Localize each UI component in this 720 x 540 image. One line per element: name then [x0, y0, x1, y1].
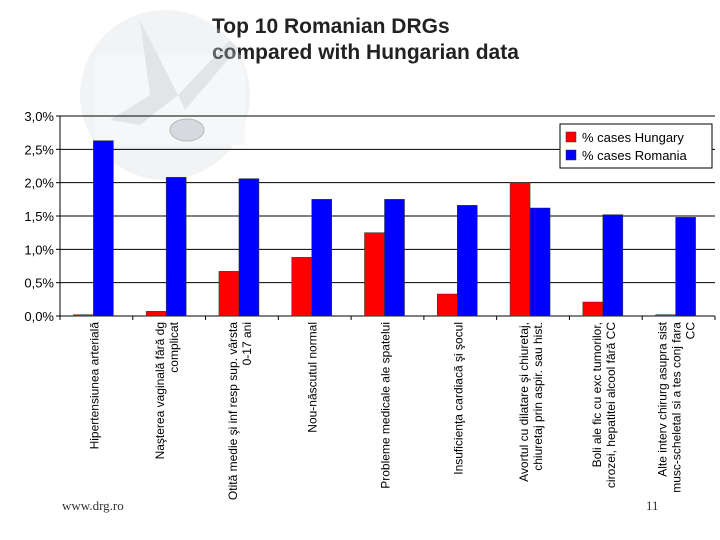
x-tick-label-line: 0-17 ani — [240, 322, 254, 365]
x-tick-label-line: cirozei, hepatitei alcool fără CC — [604, 322, 618, 488]
legend: % cases Hungary % cases Romania — [559, 123, 713, 169]
background-logo — [80, 10, 250, 180]
x-tick-label: Hipertensiunea arterială — [87, 322, 101, 450]
page-number: 11 — [646, 498, 659, 513]
logo-circle — [80, 10, 250, 180]
bar — [675, 217, 696, 317]
x-tick-label-line: Alte interv chirurg asupra sist — [656, 321, 670, 476]
bar — [311, 199, 332, 317]
bar — [384, 199, 405, 317]
y-tick-label: 2,5% — [24, 142, 54, 157]
bar — [238, 178, 260, 317]
x-tick-label-line: Insuficienţa cardiacă şi şocul — [451, 322, 465, 475]
x-tick-label-line: chiuretaj prin aspir. sau hist. — [531, 322, 545, 471]
logo-romania — [169, 118, 205, 142]
x-tick-label-line: Naşterea vaginală fără dg — [153, 322, 167, 459]
x-tick-label: Nou-născutul normal — [306, 322, 320, 433]
x-tick-label: Boli ale fic cu exc tumorilor, cirozei, h… — [590, 322, 618, 488]
y-tick-label: 1,5% — [24, 209, 54, 224]
bar — [291, 257, 312, 317]
legend-swatch — [565, 149, 577, 161]
footer-website: www.drg.ro — [62, 498, 124, 513]
x-tick-label: Probleme medicale ale spatelui — [379, 322, 393, 489]
bar — [457, 205, 478, 317]
y-tick-label: 3,0% — [24, 109, 54, 124]
x-tick-label-line: complicat — [167, 321, 181, 372]
legend-label: % cases Hungary — [582, 130, 684, 145]
x-tick-label: Naşterea vaginală fără dg complicat — [153, 321, 181, 459]
x-tick-label-line: Avortul cu dilatare şi chiuretaj, — [517, 322, 531, 482]
bar — [602, 214, 624, 317]
x-tick-label-line: CC — [684, 322, 698, 340]
x-tick-label: Insuficienţa cardiacă şi şocul — [451, 322, 465, 475]
bars — [73, 140, 696, 317]
y-tick-label: 0,5% — [24, 276, 54, 291]
bar — [73, 314, 94, 317]
legend-label: % cases Romania — [582, 148, 688, 163]
bar — [655, 314, 676, 317]
bar — [218, 271, 240, 317]
bar — [93, 140, 114, 317]
bar — [509, 182, 531, 317]
logo-map — [95, 55, 245, 145]
bar — [582, 301, 604, 317]
x-tick-label-line: Boli ale fic cu exc tumorilor, — [590, 322, 604, 467]
x-tick-label: Alte interv chirurg asupra sist musc-sche… — [656, 321, 698, 492]
bar — [165, 177, 187, 317]
bar — [529, 207, 551, 317]
x-tick-label: Otită medie şi inf resp sup. vârsta 0-17 … — [226, 322, 254, 500]
x-tick-labels: Hipertensiunea arterială Naşterea vaginal… — [87, 321, 697, 500]
x-tick-label-line: Nou-născutul normal — [306, 322, 320, 433]
chart-title-line-1: Top 10 Romanian DRGs — [212, 15, 450, 38]
legend-box — [559, 123, 713, 169]
bar — [145, 311, 167, 317]
bar — [364, 232, 385, 317]
y-tick-label: 2,0% — [24, 176, 54, 191]
y-tick-label: 1,0% — [24, 242, 54, 257]
x-tick-label: Avortul cu dilatare şi chiuretaj, chiuret… — [517, 322, 545, 482]
legend-swatch — [565, 131, 577, 143]
bar — [437, 293, 458, 317]
logo-check — [110, 20, 178, 125]
x-tick-label-line: Otită medie şi inf resp sup. vârsta — [226, 322, 240, 500]
chart-title: Top 10 Romanian DRGs compared with Hunga… — [212, 14, 519, 66]
x-tick-label-line: musc-scheletal si a tes conj fara — [670, 322, 684, 493]
logo-check-right — [178, 40, 238, 110]
chart-title-line-2: compared with Hungarian data — [212, 41, 519, 64]
x-tick-label-line: Hipertensiunea arterială — [87, 322, 101, 450]
x-tick-label-line: Probleme medicale ale spatelui — [379, 322, 393, 489]
y-tick-label: 0,0% — [24, 309, 54, 324]
